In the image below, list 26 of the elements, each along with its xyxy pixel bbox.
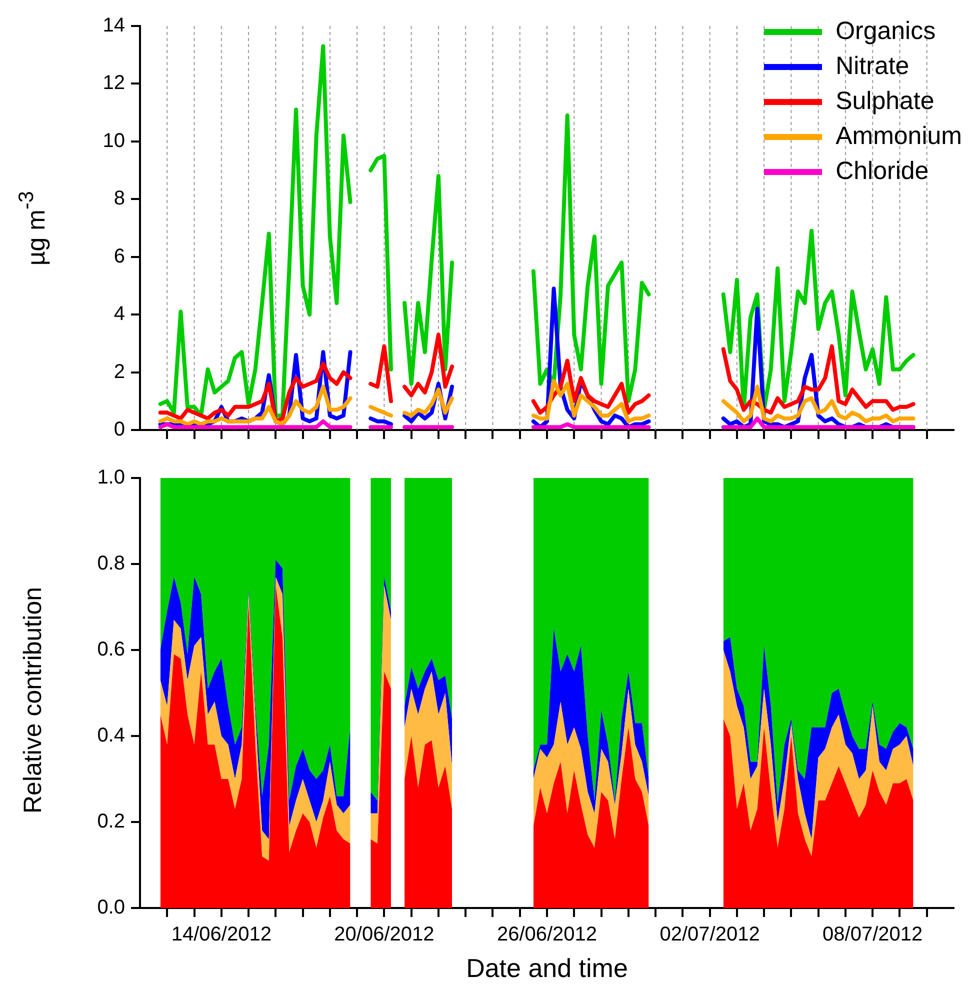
x-tick-label: 08/07/2012 — [822, 924, 923, 946]
x-tick-label: 02/07/2012 — [660, 924, 760, 946]
x-tick-label: 14/06/2012 — [171, 924, 272, 946]
y-tick-label: 0.2 — [97, 810, 125, 833]
y-axis-title: Relative contribution — [18, 587, 48, 814]
legend-label: Chloride — [836, 156, 929, 187]
legend-label: Organics — [836, 16, 936, 47]
y-tick-label: 0.0 — [97, 896, 125, 919]
y-tick-label: 10 — [102, 130, 125, 152]
y-tick-label: 0 — [114, 418, 125, 441]
y-tick-label: 6 — [114, 245, 125, 268]
x-axis-title: Date and time — [465, 953, 629, 984]
y-tick-label: 8 — [114, 188, 125, 210]
x-tick-label: 20/06/2012 — [334, 924, 434, 946]
legend-label: Nitrate — [836, 51, 910, 82]
y-tick-label: 0.4 — [97, 724, 125, 747]
y-tick-label: 1.0 — [97, 466, 125, 489]
y-tick-label: 0.8 — [97, 552, 125, 575]
y-tick-label: 2 — [114, 360, 125, 383]
x-tick-label: 26/06/2012 — [496, 924, 598, 946]
y-tick-label: 12 — [102, 72, 125, 94]
legend-label: Ammonium — [836, 121, 962, 152]
y-tick-label: 14 — [102, 14, 125, 37]
legend-label: Sulphate — [836, 86, 934, 117]
y-tick-label: 0.6 — [97, 638, 125, 661]
y-tick-label: 4 — [114, 303, 125, 326]
